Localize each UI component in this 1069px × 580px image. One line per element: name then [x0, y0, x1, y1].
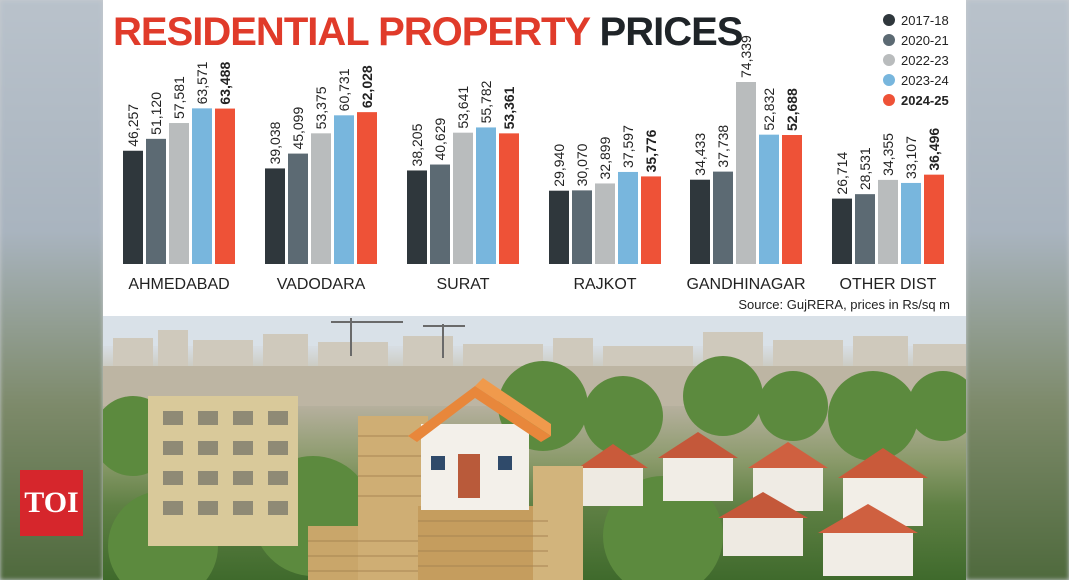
- bar-rajkot-2024-25: [641, 176, 661, 264]
- data-label: 28,531: [857, 147, 873, 190]
- legend-label: 2017-18: [901, 12, 949, 28]
- bar-ahmedabad-2023-24: [192, 108, 212, 264]
- city-photo-illustration: [103, 316, 966, 580]
- legend-item-2020-21: 2020-21: [883, 30, 965, 50]
- bar-vadodara-2020-21: [288, 153, 308, 264]
- bar-other-dist-2023-24: [901, 182, 921, 264]
- data-label: 39,038: [267, 121, 283, 164]
- category-label: RAJKOT: [573, 276, 636, 293]
- data-label: 34,355: [880, 133, 896, 176]
- legend-item-2017-18: 2017-18: [883, 10, 965, 30]
- bar-rajkot-2023-24: [618, 171, 638, 264]
- bar-vadodara-2024-25: [357, 112, 377, 265]
- data-label: 32,899: [597, 136, 613, 179]
- data-label: 60,731: [336, 68, 352, 111]
- bar-chart: 46,257 51,120 57,581 63,571 63,488 AHMEDABAD 3…: [123, 35, 944, 293]
- category-label: AHMEDABAD: [128, 276, 229, 293]
- data-label: 52,832: [761, 88, 777, 131]
- category-label: GANDHINAGAR: [686, 276, 805, 293]
- data-label: 57,581: [171, 76, 187, 119]
- data-label: 63,571: [194, 61, 210, 104]
- data-label: 55,782: [478, 80, 494, 123]
- bar-rajkot-2017-18: [549, 190, 569, 264]
- apartment-building: [148, 396, 298, 546]
- legend-swatch: [883, 14, 895, 26]
- legend-swatch: [883, 94, 895, 106]
- bar-gandhinagar-2017-18: [690, 179, 710, 264]
- data-label: 35,776: [643, 129, 659, 172]
- data-label: 33,107: [903, 136, 919, 179]
- bar-other-dist-2020-21: [855, 194, 875, 264]
- legend-label: 2024-25: [901, 92, 949, 108]
- toi-logo: TOI: [20, 470, 83, 536]
- data-label: 53,641: [455, 86, 471, 129]
- data-label: 34,433: [692, 133, 708, 176]
- bar-vadodara-2017-18: [265, 168, 285, 264]
- category-label: SURAT: [436, 276, 489, 293]
- data-label: 37,738: [715, 125, 731, 168]
- bar-other-dist-2017-18: [832, 198, 852, 264]
- bar-surat-2017-18: [407, 170, 427, 264]
- data-label: 53,375: [313, 86, 329, 129]
- data-label: 38,205: [409, 123, 425, 166]
- red-roof-houses: [578, 432, 928, 576]
- bar-rajkot-2020-21: [572, 190, 592, 264]
- legend-swatch: [883, 54, 895, 66]
- data-label: 29,940: [551, 144, 567, 187]
- data-label: 51,120: [148, 92, 164, 135]
- bar-ahmedabad-2017-18: [123, 150, 143, 264]
- category-label: OTHER DIST: [840, 276, 937, 293]
- data-label: 37,597: [620, 125, 636, 168]
- legend-item-2022-23: 2022-23: [883, 50, 965, 70]
- bar-rajkot-2022-23: [595, 183, 615, 264]
- city-skyline-photo: [103, 316, 966, 580]
- bar-other-dist-2022-23: [878, 179, 898, 264]
- data-label: 26,714: [834, 152, 850, 195]
- data-label: 53,361: [501, 86, 517, 129]
- legend-item-2024-25: 2024-25: [883, 90, 965, 110]
- crane-icon: [331, 318, 465, 358]
- title-red-part: RESIDENTIAL PROPERTY: [113, 10, 590, 54]
- bar-surat-2020-21: [430, 164, 450, 264]
- infographic-panel: RESIDENTIAL PROPERTY PRICES 2017-18 2020…: [103, 0, 966, 580]
- legend-label: 2023-24: [901, 72, 949, 88]
- bar-surat-2023-24: [476, 127, 496, 264]
- bar-gandhinagar-2020-21: [713, 171, 733, 264]
- chart-title: RESIDENTIAL PROPERTY PRICES: [113, 6, 744, 58]
- bar-vadodara-2023-24: [334, 115, 354, 264]
- coin-stacks-icon: [308, 416, 583, 580]
- bar-gandhinagar-2023-24: [759, 134, 779, 264]
- data-label: 45,099: [290, 107, 306, 150]
- house-model-icon: [408, 378, 551, 510]
- data-label: 63,488: [217, 62, 233, 105]
- bar-ahmedabad-2024-25: [215, 108, 235, 265]
- legend-item-2023-24: 2023-24: [883, 70, 965, 90]
- bar-ahmedabad-2020-21: [146, 138, 166, 264]
- bar-other-dist-2024-25: [924, 174, 944, 264]
- bar-gandhinagar-2022-23: [736, 82, 756, 264]
- data-label: 40,629: [432, 117, 448, 160]
- data-label: 62,028: [359, 65, 375, 108]
- title-dark-part: PRICES: [599, 10, 744, 54]
- data-label: 30,070: [574, 143, 590, 186]
- legend: 2017-18 2020-21 2022-23 2023-24 2024-25: [883, 10, 965, 110]
- bar-surat-2024-25: [499, 133, 519, 264]
- bar-surat-2022-23: [453, 132, 473, 264]
- source-note: Source: GujRERA, prices in Rs/sq m: [738, 297, 950, 312]
- category-label: VADODARA: [277, 276, 366, 293]
- data-label: 46,257: [125, 104, 141, 147]
- data-label: 36,496: [926, 128, 942, 171]
- legend-label: 2022-23: [901, 52, 949, 68]
- blurred-background-right: [966, 0, 1069, 580]
- legend-swatch: [883, 74, 895, 86]
- legend-label: 2020-21: [901, 32, 949, 48]
- bar-gandhinagar-2024-25: [782, 135, 802, 264]
- legend-swatch: [883, 34, 895, 46]
- data-label: 52,688: [784, 88, 800, 131]
- bar-ahmedabad-2022-23: [169, 123, 189, 264]
- data-label: 74,339: [738, 35, 754, 78]
- bar-vadodara-2022-23: [311, 133, 331, 264]
